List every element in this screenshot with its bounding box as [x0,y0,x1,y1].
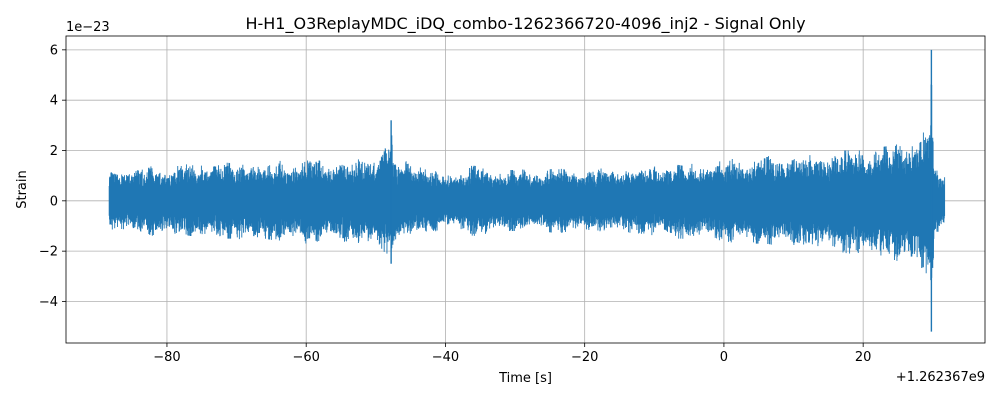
signal-trace [108,84,946,281]
y-tick-label: −2 [39,245,58,260]
x-tick-label: 0 [720,350,728,365]
x-axis-label: Time [s] [498,371,552,386]
x-tick-label: −20 [571,350,598,365]
y-tick-label: 2 [50,144,58,159]
chart-title: H-H1_O3ReplayMDC_iDQ_combo-1262366720-40… [245,14,805,34]
y-axis-label: Strain [15,170,30,209]
x-tick-label: −80 [153,350,180,365]
x-tick-label: 20 [855,350,872,365]
plot-frame [65,35,986,344]
x-axis-offset-label: +1.262367e9 [896,370,985,385]
y-axis-scale-label: 1e−23 [66,20,110,35]
y-tick-label: 6 [50,43,58,58]
y-tick-label: 4 [50,94,58,109]
x-tick-label: −60 [292,350,319,365]
signal-series [108,49,946,332]
y-tick-label: −4 [39,295,58,310]
x-tick-label: −40 [432,350,459,365]
y-tick-label: 0 [50,194,58,209]
